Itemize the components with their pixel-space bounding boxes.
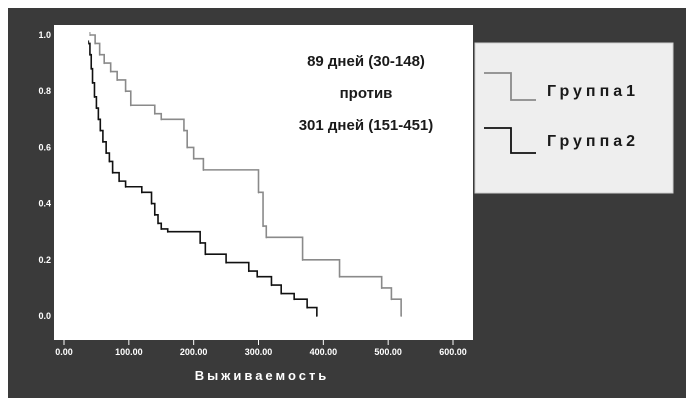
- series-line-group2: [88, 42, 318, 316]
- annotation-line-3: 301 дней (151-451): [299, 117, 434, 134]
- legend-label-group1: Группа1: [547, 83, 639, 100]
- y-tick-label: 0.4: [38, 199, 51, 209]
- series-layer: [88, 32, 402, 317]
- plot-area: [54, 25, 473, 340]
- x-axis-title: Выживаемость: [195, 368, 330, 383]
- y-tick-label: 0.6: [38, 142, 51, 152]
- y-tick-label: 0.0: [38, 311, 51, 321]
- annotation-line-2: против: [340, 85, 393, 102]
- x-tick-label: 600.00: [439, 347, 467, 357]
- x-tick-label: 0.00: [55, 347, 73, 357]
- x-axis: 0.00 100.00 200.00 300.00 400.00 500.00 600.00: [55, 340, 467, 357]
- km-chart: 0.0 0.2 0.4 0.6 0.8 1.0 0.00 100.00 200.00 300.0…: [38, 25, 674, 383]
- x-tick-label: 300.00: [245, 347, 273, 357]
- annotation-line-1: 89 дней (30-148): [307, 53, 425, 70]
- x-tick-label: 100.00: [115, 347, 143, 357]
- x-tick-label: 400.00: [310, 347, 338, 357]
- y-tick-label: 0.8: [38, 86, 51, 96]
- legend-symbol-group1: [484, 72, 536, 101]
- series-line-group1: [89, 34, 402, 316]
- y-tick-label: 1.0: [38, 30, 51, 40]
- legend-box: [474, 42, 674, 194]
- legend-symbol-group2: [484, 127, 536, 154]
- y-tick-label: 0.2: [38, 255, 51, 265]
- legend-label-group2: Группа2: [547, 133, 639, 150]
- chart-panel: 0.0 0.2 0.4 0.6 0.8 1.0 0.00 100.00 200.00 300.0…: [8, 8, 686, 398]
- y-axis: 0.0 0.2 0.4 0.6 0.8 1.0: [38, 30, 59, 321]
- x-tick-label: 500.00: [374, 347, 402, 357]
- x-tick-label: 200.00: [180, 347, 208, 357]
